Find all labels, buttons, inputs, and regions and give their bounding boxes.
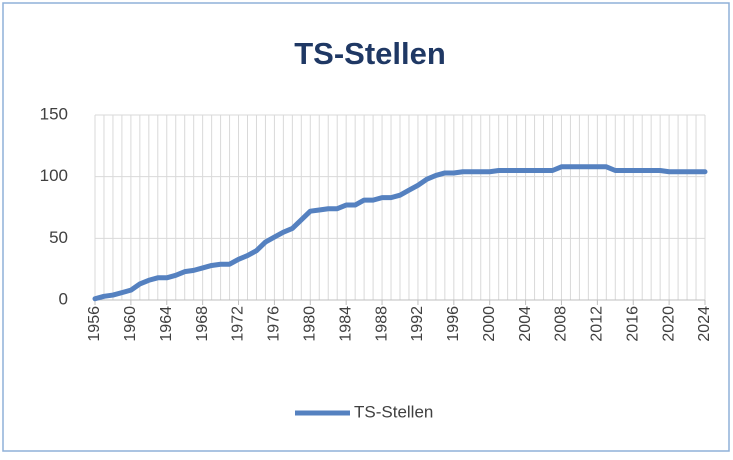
chart-border xyxy=(2,2,730,452)
x-tick-label: 2012 xyxy=(589,306,606,342)
x-tick-label: 1980 xyxy=(302,306,319,342)
x-tick-label: 1984 xyxy=(337,306,354,342)
x-tick-label: 2008 xyxy=(553,306,570,342)
x-tick-label: 2016 xyxy=(624,306,641,342)
y-tick-label: 0 xyxy=(59,289,68,308)
x-tick-label: 1988 xyxy=(373,306,390,342)
legend-label: TS-Stellen xyxy=(354,402,433,421)
chart-title: TS-Stellen xyxy=(294,36,446,71)
x-tick-label: 1960 xyxy=(122,306,139,342)
x-tick-label: 2020 xyxy=(660,306,677,342)
x-tick-label: 1964 xyxy=(158,306,175,342)
x-tick-label: 2000 xyxy=(481,306,498,342)
x-tick-label: 1956 xyxy=(86,306,103,342)
y-tick-label: 100 xyxy=(40,166,68,185)
x-tick-label: 1968 xyxy=(194,306,211,342)
x-tick-label: 1972 xyxy=(230,306,247,342)
x-tick-label: 2024 xyxy=(696,306,713,342)
data-line xyxy=(92,164,708,302)
x-tick-label: 1996 xyxy=(445,306,462,342)
x-tick-label: 2004 xyxy=(517,306,534,342)
y-tick-label: 150 xyxy=(40,104,68,123)
y-tick-label: 50 xyxy=(49,228,68,247)
x-tick-label: 1976 xyxy=(266,306,283,342)
x-tick-label: 1992 xyxy=(409,306,426,342)
